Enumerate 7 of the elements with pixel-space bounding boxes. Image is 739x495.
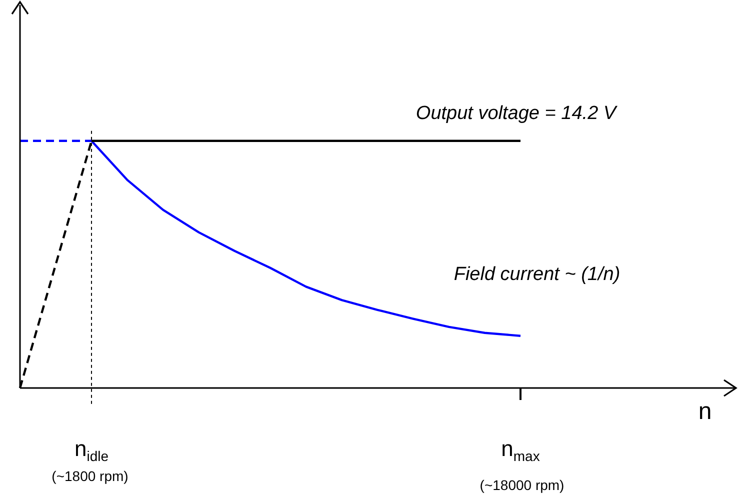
text: (~18000 rpm) [480,477,564,493]
text: (~1800 rpm) [52,468,128,484]
annotation: Field current ~ (1/n) [454,264,620,286]
x-tick-label: n$_{idle}$ [74,436,109,464]
x-tick-label: n$_{max}$ [501,436,540,464]
x-axis-title: n [698,398,712,426]
text: Output voltage = 14.2 V [416,103,616,125]
